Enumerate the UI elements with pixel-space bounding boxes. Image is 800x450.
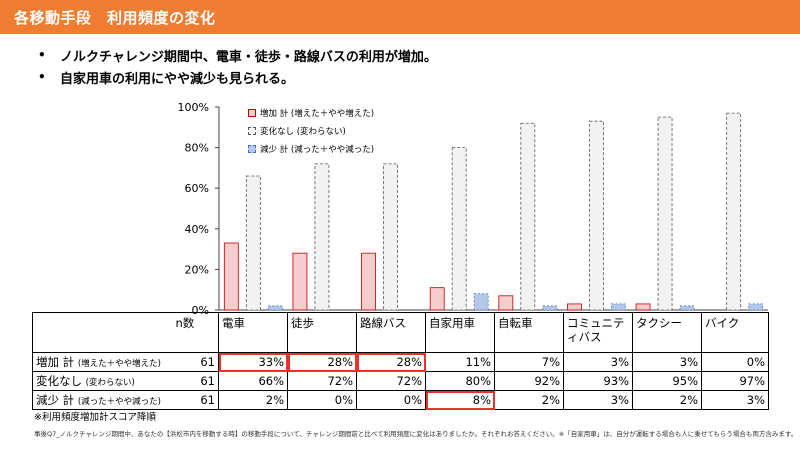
- bar-nochange: [245, 175, 261, 311]
- legend-swatch-decrease: [248, 145, 256, 153]
- bar-increase: [361, 252, 376, 311]
- bar-decrease: [542, 305, 558, 311]
- bullet-text: 自家用車の利用にやや減少も見られる。: [60, 71, 295, 87]
- table-cell: 7%: [494, 352, 564, 372]
- table-header-cell: 自家用車: [425, 312, 495, 353]
- bar-nochange: [383, 163, 398, 311]
- bar-increase: [498, 295, 514, 311]
- table-cell: 3%: [563, 352, 633, 372]
- table-header-cell: タクシー: [632, 312, 702, 353]
- table-header-cell: 徒歩: [287, 312, 357, 353]
- table-cell: 93%: [563, 371, 633, 391]
- row-label-main: 変化なし: [36, 374, 82, 388]
- bar-increase: [567, 303, 582, 311]
- table-cell: 8%: [425, 390, 495, 410]
- table-cell: 11%: [425, 352, 495, 372]
- table-cell: 2%: [494, 390, 564, 410]
- chart-legend: 増加 計 (増えた＋やや増えた) 変化なし (変わらない) 減少 計 (減った＋…: [248, 105, 374, 159]
- y-tick-label: 20%: [185, 263, 209, 276]
- n-cell: 61: [172, 390, 219, 410]
- row-label-main: 増加 計: [36, 355, 75, 369]
- table-cell: 28%: [356, 352, 426, 372]
- row-label-sub: (増えた＋やや増えた): [77, 359, 161, 369]
- legend-swatch-nochange: [248, 127, 256, 135]
- table-header-cell: バイク: [701, 312, 769, 353]
- legend-swatch-increase: [248, 109, 256, 117]
- n-cell: 61: [172, 352, 219, 372]
- bullet-list: • ノルクチャレンジ期間中、電車・徒歩・路線バスの利用が増加。 • 自家用車の利…: [38, 44, 437, 88]
- table-cell: 2%: [632, 390, 702, 410]
- table-cell: 97%: [701, 371, 769, 391]
- question-note: 事後Q7_ノルクチャレンジ期間中、あなたの【浜松市内を移動する時】の移動手段につ…: [34, 430, 798, 438]
- bar-increase: [635, 303, 651, 311]
- table-header-cell: コミュニティバス: [563, 312, 633, 353]
- bar-decrease: [267, 305, 283, 311]
- row-label: 減少 計 (減った＋やや減った): [32, 390, 173, 410]
- legend-label-decrease: 減少 計 (減った＋やや減った): [260, 145, 375, 155]
- page-title: 各移動手段 利用頻度の変化: [14, 9, 216, 27]
- bullet-item: • 自家用車の利用にやや減少も見られる。: [38, 66, 437, 88]
- y-tick-label: 100%: [178, 101, 209, 114]
- n-header: n数: [172, 312, 219, 353]
- row-label: 増加 計 (増えた＋やや増えた): [32, 352, 173, 372]
- bar-nochange: [520, 122, 536, 311]
- table-cell: 0%: [287, 390, 357, 410]
- table-row: 変化なし (変わらない) 61 66% 72% 72% 80% 92% 93% …: [32, 371, 769, 391]
- table-cell: 3%: [632, 352, 702, 372]
- table-cell: 33%: [218, 352, 288, 372]
- bullet-text: ノルクチャレンジ期間中、電車・徒歩・路線バスの利用が増加。: [60, 49, 437, 65]
- bar-increase: [223, 242, 239, 311]
- table-header-cell: 路線バス: [356, 312, 426, 353]
- table-cell: 92%: [494, 371, 564, 391]
- bar-nochange: [451, 147, 467, 311]
- legend-item-nochange: 変化なし (変わらない): [248, 123, 374, 139]
- bar-decrease: [611, 303, 626, 311]
- bar-decrease: [748, 303, 764, 311]
- n-cell: 61: [172, 371, 219, 391]
- table-header-row: n数 電車 徒歩 路線バス 自家用車 自転車 コミュニティバス タクシー バイク: [32, 312, 769, 353]
- bar-nochange: [726, 112, 742, 311]
- bullet-item: • ノルクチャレンジ期間中、電車・徒歩・路線バスの利用が増加。: [38, 44, 437, 66]
- bar-decrease: [473, 293, 489, 311]
- table-cell: 66%: [218, 371, 288, 391]
- table-header-cell: 自転車: [494, 312, 564, 353]
- table-cell: 28%: [287, 352, 357, 372]
- table-cell: 0%: [356, 390, 426, 410]
- table-cell: 80%: [425, 371, 495, 391]
- sort-note: ※利用頻度増加計スコア降順: [34, 412, 156, 423]
- bar-decrease: [679, 305, 695, 311]
- bar-nochange: [314, 163, 330, 311]
- legend-item-decrease: 減少 計 (減った＋やや減った): [248, 141, 374, 157]
- bar-increase: [429, 287, 445, 311]
- bullet-dot: •: [38, 48, 46, 62]
- bar-increase: [292, 252, 308, 311]
- legend-label-nochange: 変化なし (変わらない): [260, 127, 346, 137]
- table-cell: 3%: [563, 390, 633, 410]
- table-header-cell: 電車: [218, 312, 288, 353]
- table-cell: 2%: [218, 390, 288, 410]
- bullet-dot: •: [38, 70, 46, 84]
- row-label-main: 減少 計: [36, 393, 75, 407]
- table-cell: 95%: [632, 371, 702, 391]
- table-row: 増加 計 (増えた＋やや増えた) 61 33% 28% 28% 11% 7% 3…: [32, 352, 769, 372]
- table-cell: 72%: [356, 371, 426, 391]
- title-bar: 各移動手段 利用頻度の変化: [0, 0, 800, 34]
- data-table: n数 電車 徒歩 路線バス 自家用車 自転車 コミュニティバス タクシー バイク…: [32, 312, 769, 410]
- row-label-sub: (減った＋やや減った): [77, 397, 161, 407]
- y-tick-label: 80%: [185, 142, 209, 155]
- y-tick-label: 60%: [185, 182, 209, 195]
- table-cell: 0%: [701, 352, 769, 372]
- table-cell: 3%: [701, 390, 769, 410]
- bar-nochange: [657, 116, 673, 311]
- table-row: 減少 計 (減った＋やや減った) 61 2% 0% 0% 8% 2% 3% 2%…: [32, 390, 769, 410]
- legend-label-increase: 増加 計 (増えた＋やや増えた): [260, 109, 375, 119]
- row-label: 変化なし (変わらない): [32, 371, 173, 391]
- bar-nochange: [589, 120, 604, 311]
- table-corner-cell: [32, 312, 173, 353]
- row-label-sub: (変わらない): [85, 378, 135, 388]
- legend-item-increase: 増加 計 (増えた＋やや増えた): [248, 105, 374, 121]
- table-cell: 72%: [287, 371, 357, 391]
- y-tick-label: 40%: [185, 223, 209, 236]
